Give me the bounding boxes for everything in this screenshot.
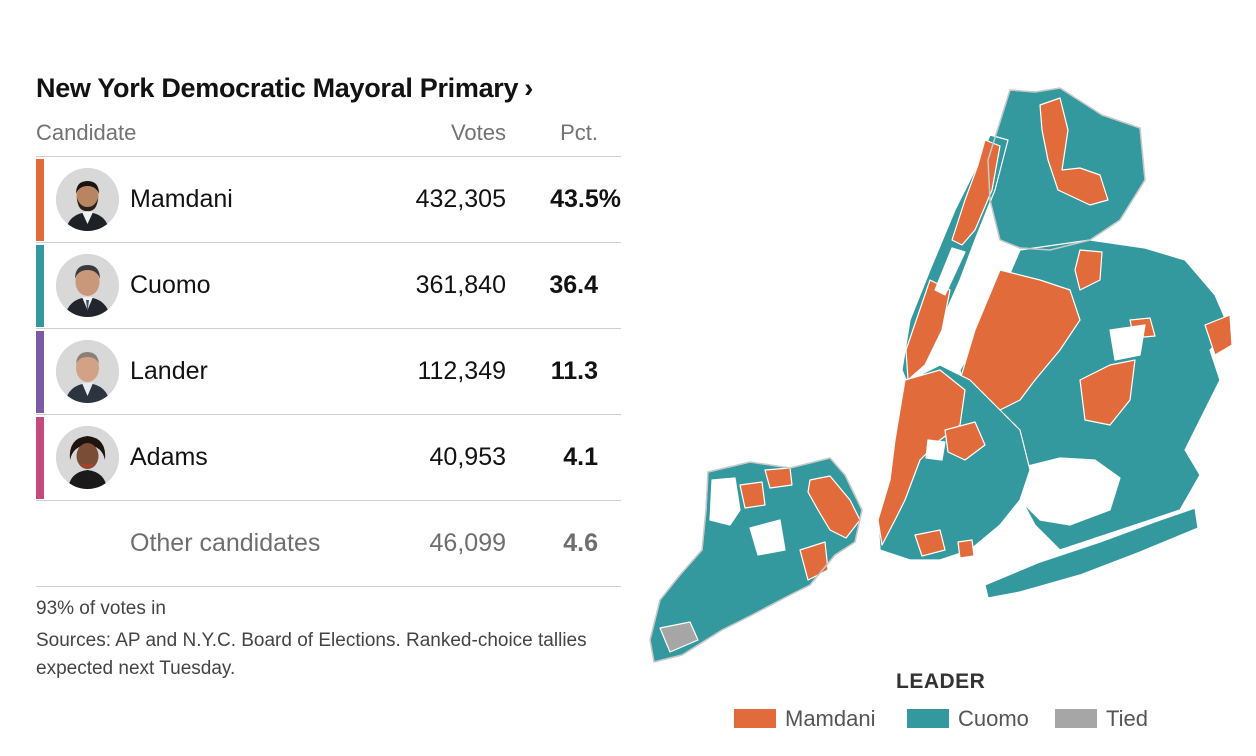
- table-row: Cuomo 361,840 36.4: [36, 243, 621, 329]
- candidate-pct: 36.4: [549, 271, 598, 299]
- legend-label: Tied: [1106, 706, 1148, 731]
- results-table: New York Democratic Mayoral Primary › Can…: [36, 68, 621, 683]
- legend-title: LEADER: [896, 670, 986, 693]
- table-row-other: Other candidates 46,099 4.6: [36, 501, 621, 587]
- staten-island-orange: [799, 541, 829, 581]
- staten-island-park: [709, 477, 741, 526]
- staten-island-tied: [659, 621, 699, 653]
- queens-orange: [959, 269, 1081, 421]
- jamaica-bay: [1019, 457, 1121, 526]
- avatar: [56, 426, 119, 489]
- candidate-name: Lander: [130, 357, 208, 385]
- title-text[interactable]: New York Democratic Mayoral Primary: [36, 73, 519, 103]
- central-park: [934, 247, 966, 296]
- brooklyn-orange: [957, 539, 975, 559]
- brooklyn-orange: [914, 529, 946, 557]
- other-candidates-pct: 4.6: [563, 529, 598, 557]
- table-row: Lander 112,349 11.3: [36, 329, 621, 415]
- staten-island-orange: [807, 475, 861, 539]
- page-title[interactable]: New York Democratic Mayoral Primary ›: [36, 68, 621, 108]
- legend-label: Mamdani: [785, 706, 876, 731]
- candidate-votes: 361,840: [415, 271, 506, 299]
- staten-island-orange: [764, 467, 793, 489]
- queens-orange: [1204, 314, 1233, 356]
- reporting-status: 93% of votes in: [36, 598, 166, 619]
- candidate-color-bar: [36, 159, 44, 241]
- legend-label: Cuomo: [958, 706, 1029, 731]
- column-header-pct: Pct.: [560, 120, 598, 145]
- other-candidates-votes: 46,099: [429, 529, 506, 557]
- queens-orange: [1074, 249, 1103, 291]
- column-header-candidate: Candidate: [36, 120, 137, 145]
- candidate-color-bar: [36, 331, 44, 413]
- candidate-color-bar: [36, 245, 44, 327]
- staten-island-park: [749, 519, 786, 556]
- rockaway: [984, 507, 1199, 599]
- avatar: [56, 168, 119, 231]
- staten-island-orange: [739, 481, 766, 509]
- nyc-precinct-map: [649, 87, 1233, 663]
- candidate-votes: 432,305: [415, 185, 506, 213]
- table-row: Mamdani 432,305 43.5%: [36, 157, 621, 243]
- table-header: Candidate Votes Pct.: [36, 108, 621, 157]
- candidate-votes: 40,953: [429, 443, 506, 471]
- prospect-park: [925, 439, 946, 461]
- map-legend: LEADER Mamdani Cuomo Tied: [700, 668, 1220, 738]
- column-header-votes: Votes: [450, 120, 506, 145]
- queens-orange: [1079, 359, 1136, 426]
- candidate-votes: 112,349: [417, 357, 506, 385]
- sources-note: Sources: AP and N.Y.C. Board of Election…: [36, 630, 587, 679]
- bronx-orange: [1039, 97, 1109, 206]
- chevron-right-icon[interactable]: ›: [524, 73, 533, 103]
- candidate-name: Cuomo: [130, 271, 211, 299]
- legend-swatch: [907, 709, 949, 728]
- candidate-name: Adams: [130, 443, 208, 471]
- footnote: 93% of votes in Sources: AP and N.Y.C. B…: [36, 595, 621, 683]
- manhattan-orange: [905, 279, 951, 381]
- avatar: [56, 254, 119, 317]
- other-candidates-label: Other candidates: [130, 529, 321, 557]
- table-row: Adams 40,953 4.1: [36, 415, 621, 501]
- legend-swatch: [734, 709, 776, 728]
- flushing-park: [1109, 324, 1146, 361]
- candidate-pct: 43.5%: [550, 185, 621, 213]
- brooklyn-orange: [944, 421, 986, 461]
- candidate-pct: 4.1: [563, 443, 598, 471]
- brooklyn-orange: [877, 369, 966, 546]
- avatar: [56, 340, 119, 403]
- candidate-pct: 11.3: [550, 357, 598, 385]
- candidate-color-bar: [36, 417, 44, 499]
- legend-swatch: [1055, 709, 1097, 728]
- candidate-name: Mamdani: [130, 185, 233, 213]
